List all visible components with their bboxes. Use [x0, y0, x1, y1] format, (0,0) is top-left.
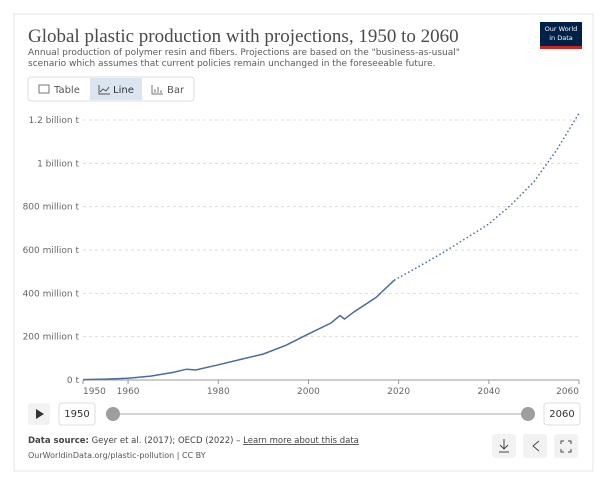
share-button[interactable] [523, 434, 547, 458]
source-label: Data source: [28, 436, 89, 446]
chart-subtitle: Annual production of polymer resin and f… [28, 48, 460, 69]
y-tick-label: 400 million t [23, 289, 80, 299]
time-start-box [58, 402, 96, 426]
y-tick-label: 1 billion t [37, 159, 79, 169]
y-tick-label: 200 million t [23, 333, 80, 343]
y-tick-label: 800 million t [23, 203, 80, 213]
icon [151, 85, 163, 95]
chart-title: Global plastic production with projectio… [28, 26, 459, 47]
y-tick-label: 600 million t [23, 246, 80, 256]
source-link[interactable]: Learn more about this data [243, 436, 359, 446]
tab[interactable]: Line [113, 85, 134, 96]
x-tick-label: 2000 [297, 387, 320, 397]
play-icon [36, 409, 44, 419]
fullscreen-button[interactable] [554, 434, 578, 458]
x-tick-label: 2040 [477, 387, 500, 397]
logo-text: in Data [549, 34, 573, 42]
x-tick-label: 2020 [387, 387, 410, 397]
x-tick-label: 2060 [556, 387, 579, 397]
source-text: Geyer et al. (2017); OECD (2022) – [89, 436, 243, 446]
y-tick-label: 0 t [67, 376, 80, 386]
logo-bar [540, 46, 582, 49]
time-end-box [543, 402, 581, 426]
logo-text: Our World [545, 25, 578, 33]
footer: OurWorldinData.org/plastic-pollution | C… [28, 451, 206, 460]
x-tick-label: 1950 [83, 387, 106, 397]
time-end: 2060 [549, 409, 574, 420]
icon [532, 440, 540, 452]
icon [560, 440, 572, 453]
time-start: 1950 [64, 409, 89, 420]
icon [98, 85, 110, 95]
line [82, 279, 395, 381]
tab[interactable]: Table [53, 85, 80, 96]
x-tick-label: 1960 [117, 387, 140, 397]
timeline-handle[interactable] [106, 407, 120, 421]
tab[interactable]: Bar [167, 85, 185, 96]
icon [499, 439, 509, 453]
logo[interactable] [540, 22, 582, 49]
icon [38, 84, 50, 94]
x-tick-label: 1980 [207, 387, 230, 397]
timeline-handle[interactable] [521, 407, 535, 421]
y-tick-label: 1.2 billion t [29, 116, 80, 126]
source: Data source: Geyer et al. (2017); OECD (… [28, 436, 359, 446]
